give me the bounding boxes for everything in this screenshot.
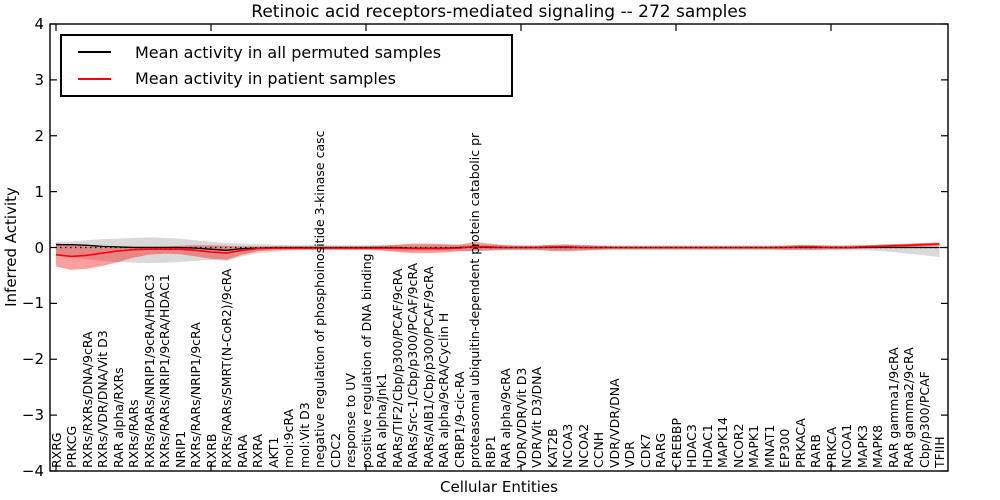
x-tick-label: MAPK1 xyxy=(746,424,761,468)
x-tick-label: MAPK14 xyxy=(715,417,730,468)
x-tick-label: mol:Vit D3 xyxy=(296,402,312,468)
x-tick-label: PRKCA xyxy=(823,426,839,468)
x-tick-label: VDR/VDR/DNA xyxy=(606,378,622,468)
x-tick-label: RARs/TIF2/Cbp/p300/PCAF/9cRA xyxy=(389,268,405,468)
x-tick-label: RXRG xyxy=(48,432,64,468)
y-tick-label: −2 xyxy=(21,350,44,369)
y-tick-label: 0 xyxy=(34,238,44,257)
y-tick-label: −3 xyxy=(21,406,44,425)
x-tick-label: VDR/Vit D3/DNA xyxy=(529,366,544,468)
legend-label-permuted: Mean activity in all permuted samples xyxy=(135,42,442,62)
x-tick-label: HDAC3 xyxy=(684,424,699,468)
x-tick-label: RXRs/RARs xyxy=(126,399,141,468)
x-tick-label: KAT2B xyxy=(544,428,560,468)
x-tick-label: RAR alpha/9cRA/Cyclin H xyxy=(436,312,451,468)
x-tick-label: NCOA2 xyxy=(575,423,591,468)
x-tick-label: PRKCG xyxy=(64,425,79,468)
x-tick-label: RBP1 xyxy=(482,435,498,468)
x-tick-label: PRKACA xyxy=(792,418,808,468)
x-tick-label: RAR gamma1/9cRA xyxy=(885,347,901,468)
x-tick-label: NCOA3 xyxy=(560,423,575,468)
x-axis-label: Cellular Entities xyxy=(440,478,558,496)
x-tick-label: positive regulation of DNA binding xyxy=(358,253,374,468)
x-tick-label: negative regulation of phosphoinositide … xyxy=(312,130,327,469)
legend: Mean activity in all permuted samples Me… xyxy=(60,34,513,97)
x-tick-label: MAPK3 xyxy=(854,424,870,468)
x-tick-label: RXRs/RARs/NRIP1/9cRA xyxy=(188,322,203,468)
x-tick-label: RXRA xyxy=(250,434,265,468)
x-tick-label: RXRs/RARs/NRIP1/9cRA/HDAC1 xyxy=(157,274,172,468)
x-tick-label: NRIP1 xyxy=(172,430,188,468)
x-tick-label: CDC2 xyxy=(327,432,343,468)
x-tick-label: Cbp/p300/PCAF xyxy=(916,371,932,468)
x-tick-label: mol:9cRA xyxy=(281,408,296,468)
y-tick-label: 4 xyxy=(34,15,44,33)
x-tick-label: TFIIH xyxy=(932,436,947,468)
legend-item-permuted: Mean activity in all permuted samples xyxy=(62,43,511,62)
x-tick-label: RARA xyxy=(234,434,250,468)
permuted-line-sample xyxy=(78,51,111,54)
y-tick-label: −4 xyxy=(21,462,44,480)
x-tick-label: HDAC1 xyxy=(699,424,715,468)
x-tick-label: RAR alpha/RXRs xyxy=(110,367,126,468)
x-tick-label: RXRs/VDR/DNA/Vit D3 xyxy=(95,330,110,468)
axes-spines xyxy=(49,23,949,472)
x-tick-label: RXRs/RXRs/DNA/9cRA xyxy=(79,331,95,468)
x-tick-label: EP300 xyxy=(777,428,792,468)
x-tick-label: CCNH xyxy=(591,431,606,468)
x-tick-label: RXRs/RARs/NRIP1/9cRA/HDAC3 xyxy=(141,274,157,468)
x-tick-label: RAR gamma2/9cRA xyxy=(901,347,916,468)
patient-mean-line xyxy=(55,243,940,258)
x-tick-label: VDR xyxy=(622,441,637,468)
patient-line-sample xyxy=(78,77,111,80)
x-tick-label: RAR alpha/9cRA xyxy=(498,368,513,468)
x-tick-label: RARs/Src-1/Cbp/p300/PCAF/9cRA xyxy=(405,262,420,468)
x-tick-label: NCOR2 xyxy=(730,423,746,468)
y-tick-label: 2 xyxy=(34,126,44,145)
permuted-confidence-band xyxy=(56,237,940,264)
x-tick-label: proteasomal ubiquitin-dependent protein … xyxy=(467,132,482,468)
x-tick-label: RARs/AIB1/Cbp/p300/PCAF/9cRA xyxy=(420,266,436,468)
x-tick-label: CREBBP xyxy=(668,418,684,468)
x-tick-label: AKT1 xyxy=(265,436,281,468)
x-tick-label: RARB xyxy=(808,434,823,468)
x-tick-label: RXRB xyxy=(203,433,219,468)
x-tick-label: CDK7 xyxy=(637,433,653,468)
x-tick-label: response to UV xyxy=(343,373,358,468)
y-tick-label: −1 xyxy=(21,294,44,313)
legend-label-patient: Mean activity in patient samples xyxy=(135,69,396,89)
legend-item-patient: Mean activity in patient samples xyxy=(62,69,511,88)
y-tick-label: 1 xyxy=(34,182,44,201)
x-tick-label: CRBP1/9-cic-RA xyxy=(451,371,467,468)
x-tick-label: RAR alpha/Jnk1 xyxy=(374,372,389,468)
x-tick-label: VDR/VDR/Vit D3 xyxy=(513,367,529,468)
x-tick-label: RXRs/RARs/SMRT(N-CoR2)/9cRA xyxy=(219,268,234,468)
x-tick-label: MAPK8 xyxy=(870,424,885,468)
x-tick-label: RARG xyxy=(653,432,668,468)
chart-title: Retinoic acid receptors-mediated signali… xyxy=(251,2,747,22)
y-tick-label: 3 xyxy=(34,70,44,89)
x-tick-label: MNAT1 xyxy=(761,424,777,468)
x-tick-label: NCOA1 xyxy=(839,423,854,468)
